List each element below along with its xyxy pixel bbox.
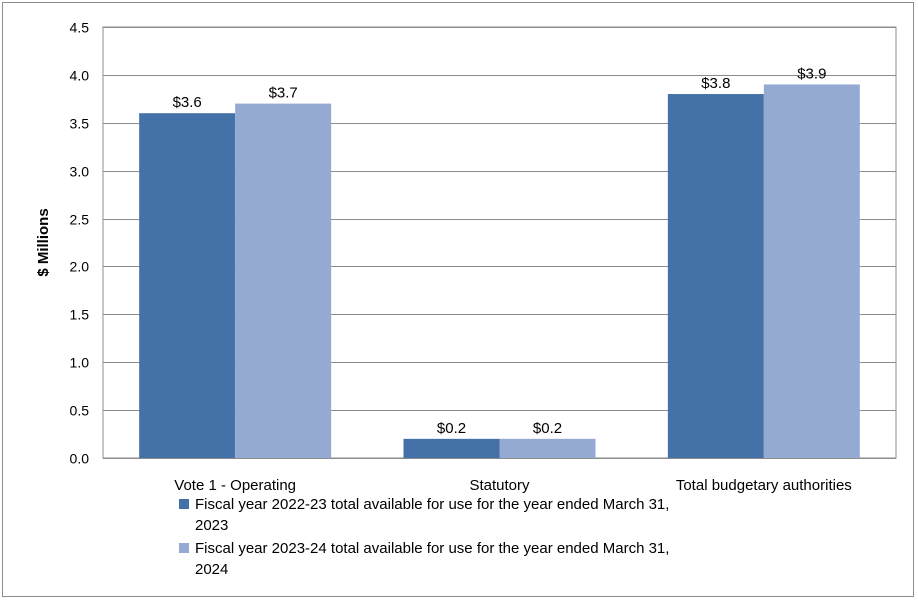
y-tick-label: 2.0 (70, 259, 90, 275)
category-label: Statutory (469, 477, 530, 494)
bar (235, 103, 332, 458)
data-label: $0.2 (533, 420, 562, 437)
y-axis-label: $ Millions (35, 208, 52, 276)
bar (499, 438, 596, 458)
data-label: $3.6 (173, 94, 202, 111)
y-tick-label: 4.0 (70, 68, 90, 84)
bar (667, 94, 764, 459)
y-tick-label: 3.0 (70, 164, 90, 180)
bar-chart: 0.0 0.5 1.0 1.5 2.0 2.5 3.0 3.5 4.0 4.5 $ Millions… (35, 20, 897, 578)
y-tick-label: 1.5 (70, 307, 90, 323)
y-tick-label: 0.5 (70, 403, 90, 419)
bar (763, 84, 860, 458)
y-tick-label: 0.0 (70, 451, 90, 467)
legend-swatch (179, 499, 189, 509)
data-label: $3.8 (701, 75, 730, 92)
category-label: Vote 1 - Operating (174, 477, 296, 494)
y-tick-label: 1.0 (70, 355, 90, 371)
legend-entry-text: Fiscal year 2023-24 total available for … (195, 540, 669, 557)
y-tick-label: 4.5 (70, 20, 90, 36)
legend-swatch (179, 543, 189, 553)
legend-entry-text: 2024 (195, 561, 228, 578)
data-label: $3.9 (797, 65, 826, 82)
bar (403, 438, 500, 458)
category-label: Total budgetary authorities (676, 477, 852, 494)
bar (139, 113, 236, 458)
y-tick-label: 2.5 (70, 212, 90, 228)
y-tick-label: 3.5 (70, 116, 90, 132)
legend-entry-text: Fiscal year 2022-23 total available for … (195, 496, 669, 513)
data-label: $0.2 (437, 420, 466, 437)
legend-entry-text: 2023 (195, 517, 228, 534)
data-label: $3.7 (269, 85, 298, 102)
